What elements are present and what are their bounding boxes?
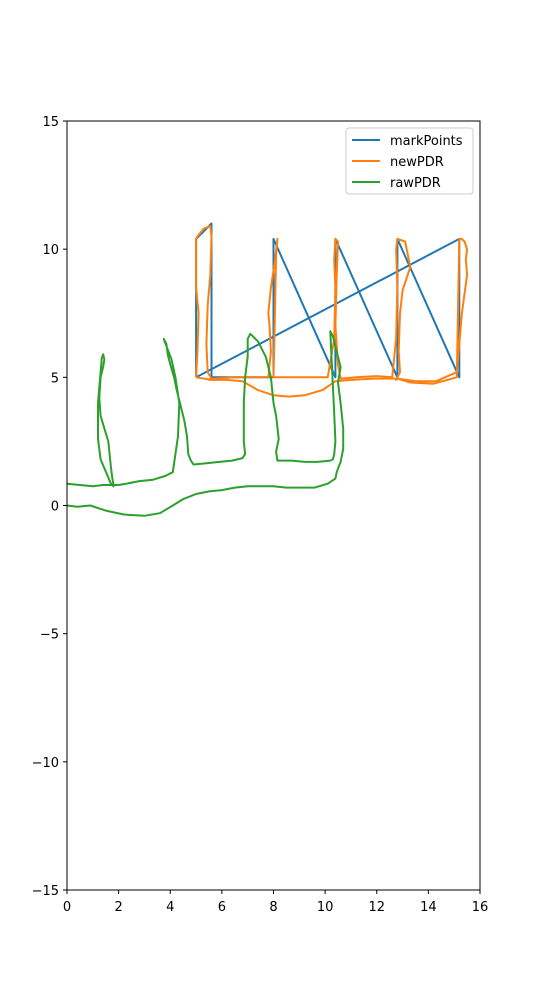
y-tick-label: 15 [42,115,59,130]
series-layer [66,222,469,517]
x-tick-label: 2 [114,900,122,915]
legend: markPoints newPDR rawPDR [345,127,474,195]
legend-box [345,127,474,195]
x-tick-label: 0 [63,900,71,915]
y-tick-label: −10 [32,756,59,771]
y-tick-label: 5 [51,371,59,386]
x-tick-label: 16 [472,900,489,915]
y-tick-label: −5 [40,628,59,643]
series-line-markPoints [195,222,461,379]
series-line-rawPDR [66,330,345,517]
series-line-newPDR [195,225,469,398]
x-tick-label: 6 [218,900,226,915]
x-tick-label: 8 [269,900,277,915]
x-tick-label: 12 [368,900,385,915]
legend-label-newPDR: newPDR [390,155,444,170]
y-tick-label: 10 [42,243,59,258]
x-tick-label: 4 [166,900,174,915]
y-tick-label: 0 [51,500,59,515]
y-tick-label: −15 [32,884,59,899]
ticks: 0 2 4 6 8 10 12 14 16 −15 −10 −5 0 5 10 15 [32,115,489,915]
x-tick-label: 14 [420,900,437,915]
legend-label-markPoints: markPoints [390,134,463,149]
plot-frame [66,120,481,891]
legend-label-rawPDR: rawPDR [390,176,441,191]
x-tick-label: 10 [317,900,334,915]
